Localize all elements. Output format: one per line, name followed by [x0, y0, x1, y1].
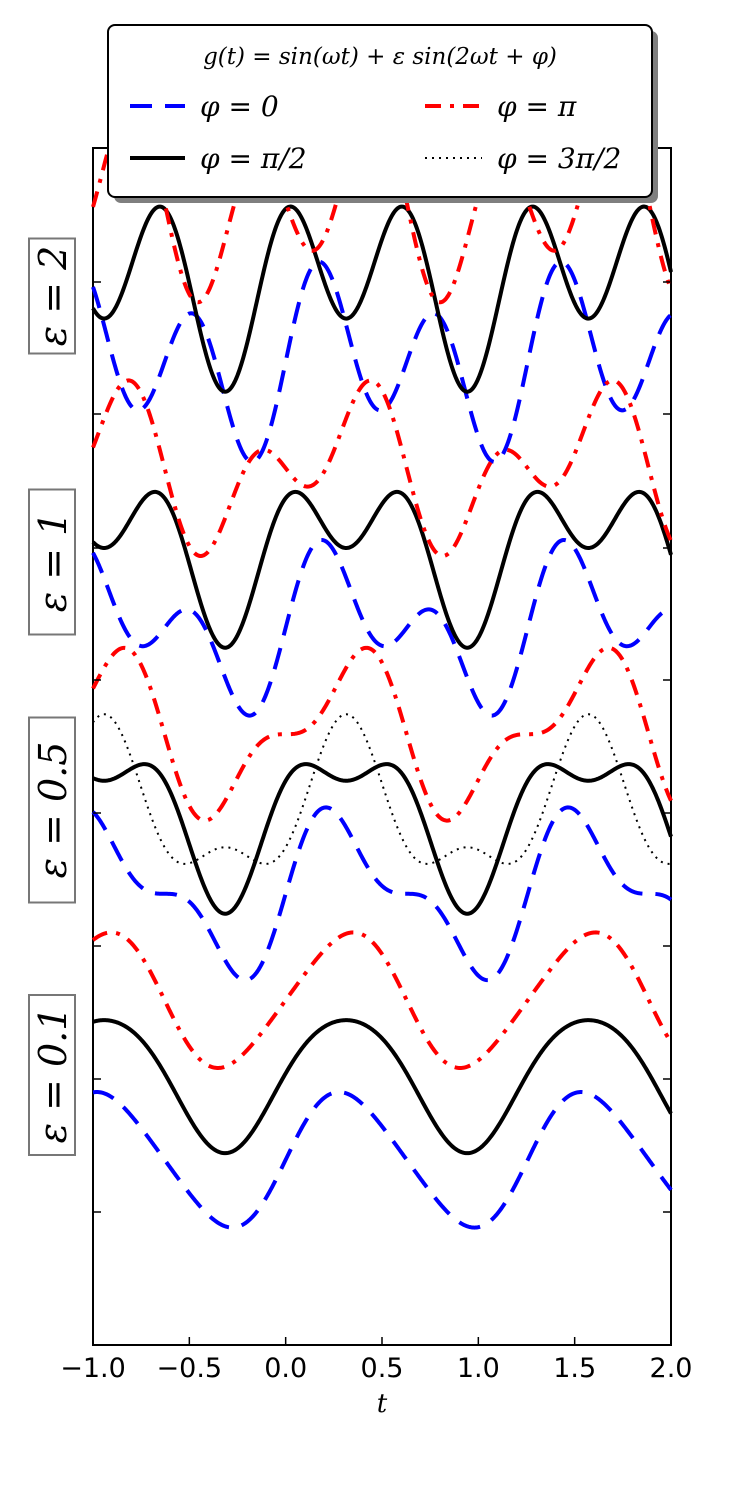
panel-label-box	[28, 994, 76, 1156]
series-lines	[91, 100, 673, 1230]
x-tick-label: 0.0	[264, 1353, 307, 1384]
panel-label-text: ε = 1	[31, 512, 75, 613]
axis-ticks	[92, 281, 672, 1345]
series-line-eps-3-phi-0	[92, 1090, 673, 1230]
series-line-eps-1-phi-2	[91, 489, 673, 650]
panel-label-2: ε = 0.5	[28, 716, 76, 904]
series-line-eps-3-phi-	[91, 930, 673, 1070]
legend-title: g(t) = sin(ωt) + ε sin(2ωt + φ)	[203, 44, 557, 70]
legend-box	[107, 24, 653, 198]
x-tick-label: 1.5	[553, 1353, 596, 1384]
legend-label: φ = π/2	[200, 142, 307, 175]
x-tick-label: −0.5	[157, 1353, 223, 1384]
panel-label-text: ε = 0.1	[31, 1007, 75, 1144]
series-line-eps-2-phi-	[91, 645, 673, 823]
x-axis-label: t	[377, 1389, 388, 1419]
series-line-eps-2-phi-2	[92, 762, 673, 916]
legend-label: φ = 0	[200, 90, 279, 123]
panel-label-box	[28, 716, 76, 904]
series-line-eps-2-phi-0	[91, 805, 673, 983]
panel-label-text: ε = 2	[31, 246, 75, 347]
panel-label-box	[28, 488, 76, 636]
legend-label: φ = π	[497, 90, 577, 123]
x-tick-label: 2.0	[650, 1353, 693, 1384]
x-tick-label: 0.5	[361, 1353, 404, 1384]
x-tick-label: 1.0	[457, 1353, 500, 1384]
panel-label-text: ε = 0.5	[31, 742, 75, 879]
panel-label-box	[28, 237, 76, 355]
x-tick-labels: −1.0 −0.5 0.0 0.5 1.0 1.5 2.0	[60, 1353, 692, 1384]
panel-labels: ε = 2 ε = 1 ε = 0.5 ε = 0.1	[28, 237, 76, 1156]
panel-label-0: ε = 2	[28, 237, 76, 355]
series-line-eps-3-phi-2	[92, 1018, 673, 1156]
series-line-eps-0-phi-0	[91, 259, 673, 464]
series-line-eps-0-phi-2	[91, 204, 673, 394]
x-tick-label: −1.0	[60, 1353, 126, 1384]
panel-label-3: ε = 0.1	[28, 994, 76, 1156]
panel-label-1: ε = 1	[28, 488, 76, 636]
series-line-eps-1-phi-0	[91, 538, 672, 718]
legend-entries: φ = 0 φ = π φ = π/2 φ = 3π/2	[130, 90, 621, 175]
series-line-eps-2-phi-32	[92, 713, 672, 865]
legend-label: φ = 3π/2	[497, 142, 621, 175]
